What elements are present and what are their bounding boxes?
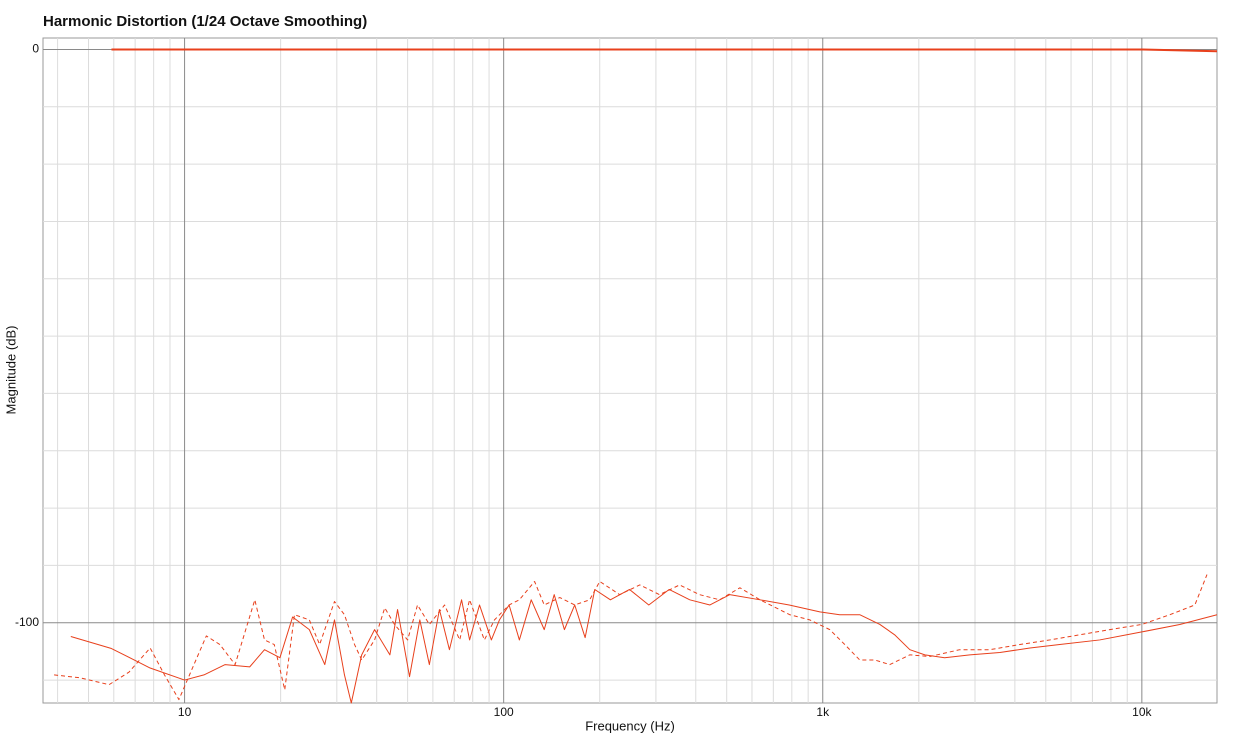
x-tick-label: 10 [178, 705, 192, 719]
series-line [70, 588, 1218, 704]
y-tick-label: 0 [32, 42, 39, 56]
y-axis-label: Magnitude (dB) [3, 326, 18, 415]
x-tick-label: 100 [494, 705, 514, 719]
chart-title: Harmonic Distortion (1/24 Octave Smoothi… [43, 13, 367, 30]
plot-area [42, 37, 1218, 704]
y-tick-label: -100 [15, 615, 39, 629]
series-line [111, 48, 1218, 53]
x-tick-label: 1k [816, 705, 830, 719]
x-tick-label: 10k [1132, 705, 1152, 719]
x-axis-label: Frequency (Hz) [585, 718, 675, 733]
